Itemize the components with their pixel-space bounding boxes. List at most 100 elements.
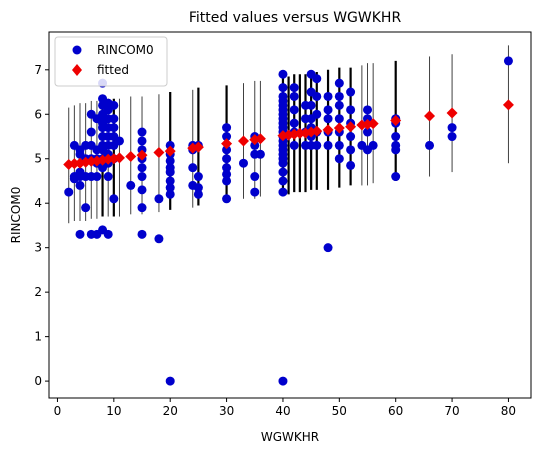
rincom0-point (278, 176, 288, 186)
rincom0-point (222, 154, 232, 164)
rincom0-point (368, 140, 378, 150)
legend-box (54, 36, 168, 87)
rincom0-point (346, 87, 356, 97)
rincom0-point (103, 172, 113, 182)
rincom0-point (334, 114, 344, 124)
rincom0-point (447, 132, 457, 142)
fitted-point (125, 151, 137, 163)
rincom0-point (346, 145, 356, 155)
x-tick-label: 50 (332, 404, 347, 418)
rincom0-point (137, 172, 147, 182)
rincom0-point (278, 69, 288, 79)
legend: RINCOM0 fitted (54, 36, 168, 87)
rincom0-point (165, 376, 175, 386)
plot-frame (48, 31, 532, 399)
rincom0-point (193, 183, 203, 193)
legend-label-fitted: fitted (97, 63, 129, 77)
rincom0-point (137, 127, 147, 137)
rincom0-point (323, 243, 333, 253)
rincom0-point (278, 83, 288, 93)
rincom0-point (278, 167, 288, 177)
x-tick-label: 40 (275, 404, 290, 418)
rincom0-point (103, 229, 113, 239)
y-tick-label: 3 (34, 241, 42, 255)
fitted-point (136, 149, 148, 161)
rincom0-point (334, 154, 344, 164)
rincom0-point (109, 194, 119, 204)
rincom0-point (109, 100, 119, 110)
rincom0-point (250, 140, 260, 150)
x-tick-label: 30 (219, 404, 234, 418)
legend-marker-fitted (72, 64, 82, 76)
rincom0-point (289, 91, 299, 101)
rincom0-point (334, 100, 344, 110)
fitted-point (390, 114, 402, 126)
rincom0-point (188, 163, 198, 173)
rincom0-point (346, 105, 356, 115)
rincom0-point (86, 127, 96, 137)
fitted-points (63, 99, 514, 171)
rincom0-point (391, 132, 401, 142)
rincom0-point (289, 83, 299, 93)
rincom0-point (222, 145, 232, 155)
y-tick-label: 7 (34, 63, 42, 77)
fitted-point (164, 145, 176, 157)
fitted-point (153, 147, 165, 159)
rincom0-point (312, 91, 322, 101)
y-tick-label: 2 (34, 285, 42, 299)
rincom0-point (363, 127, 373, 137)
fitted-point (424, 110, 436, 122)
rincom0-point (154, 234, 164, 244)
rincom0-point (81, 203, 91, 213)
x-tick-label: 60 (388, 404, 403, 418)
y-tick-label: 4 (34, 196, 42, 210)
fitted-point (322, 124, 334, 136)
legend-marker-rincom0 (72, 45, 82, 55)
fitted-point (345, 121, 357, 133)
rincom0-point (391, 140, 401, 150)
fitted-point (367, 118, 379, 130)
fitted-point (446, 107, 458, 119)
fitted-point (221, 138, 233, 150)
rincom0-point (363, 105, 373, 115)
y-tick-label: 0 (34, 374, 42, 388)
rincom0-points (64, 56, 513, 386)
rincom0-point (346, 132, 356, 142)
rincom0-point (289, 118, 299, 128)
rincom0-point (165, 163, 175, 173)
rincom0-point (289, 105, 299, 115)
rincom0-point (334, 140, 344, 150)
rincom0-point (165, 189, 175, 199)
fitted-point (502, 99, 514, 111)
rincom0-point (126, 180, 136, 190)
x-tick-label: 20 (163, 404, 178, 418)
fitted-point (333, 122, 345, 134)
rincom0-point (193, 172, 203, 182)
rincom0-point (250, 187, 260, 197)
chart-title: Fitted values versus WGWKHR (189, 10, 402, 26)
rincom0-point (75, 229, 85, 239)
rincom0-point (323, 114, 333, 124)
fitted-point (254, 133, 266, 145)
rincom0-point (222, 163, 232, 173)
rincom0-point (137, 163, 147, 173)
rincom0-point (137, 203, 147, 213)
rincom0-point (222, 194, 232, 204)
y-tick-label: 5 (34, 152, 42, 166)
rincom0-point (346, 160, 356, 170)
x-tick-label: 0 (54, 404, 62, 418)
rincom0-point (154, 194, 164, 204)
y-axis-ticks: 0 1 2 3 4 5 6 7 (34, 63, 49, 388)
rincom0-point (137, 185, 147, 195)
x-tick-label: 70 (444, 404, 459, 418)
x-tick-label: 80 (501, 404, 516, 418)
rincom0-point (165, 140, 175, 150)
rincom0-point (306, 100, 316, 110)
rincom0-point (425, 140, 435, 150)
rincom0-point (278, 376, 288, 386)
rincom0-point (109, 114, 119, 124)
x-axis-ticks: 0 10 20 30 40 50 60 70 80 (54, 398, 516, 418)
rincom0-point (312, 140, 322, 150)
rincom0-point (323, 105, 333, 115)
